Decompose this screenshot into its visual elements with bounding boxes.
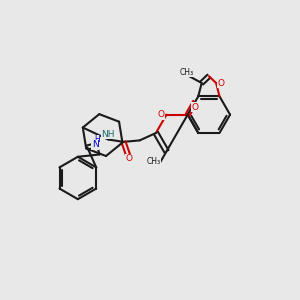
Text: N: N: [92, 140, 99, 149]
Text: O: O: [218, 79, 225, 88]
Text: O: O: [125, 154, 132, 163]
Text: O: O: [192, 103, 199, 112]
Text: O: O: [158, 110, 165, 119]
Text: CH₃: CH₃: [179, 68, 194, 76]
Text: H: H: [94, 135, 100, 144]
Text: NH: NH: [101, 130, 115, 139]
Text: CH₃: CH₃: [146, 157, 161, 166]
